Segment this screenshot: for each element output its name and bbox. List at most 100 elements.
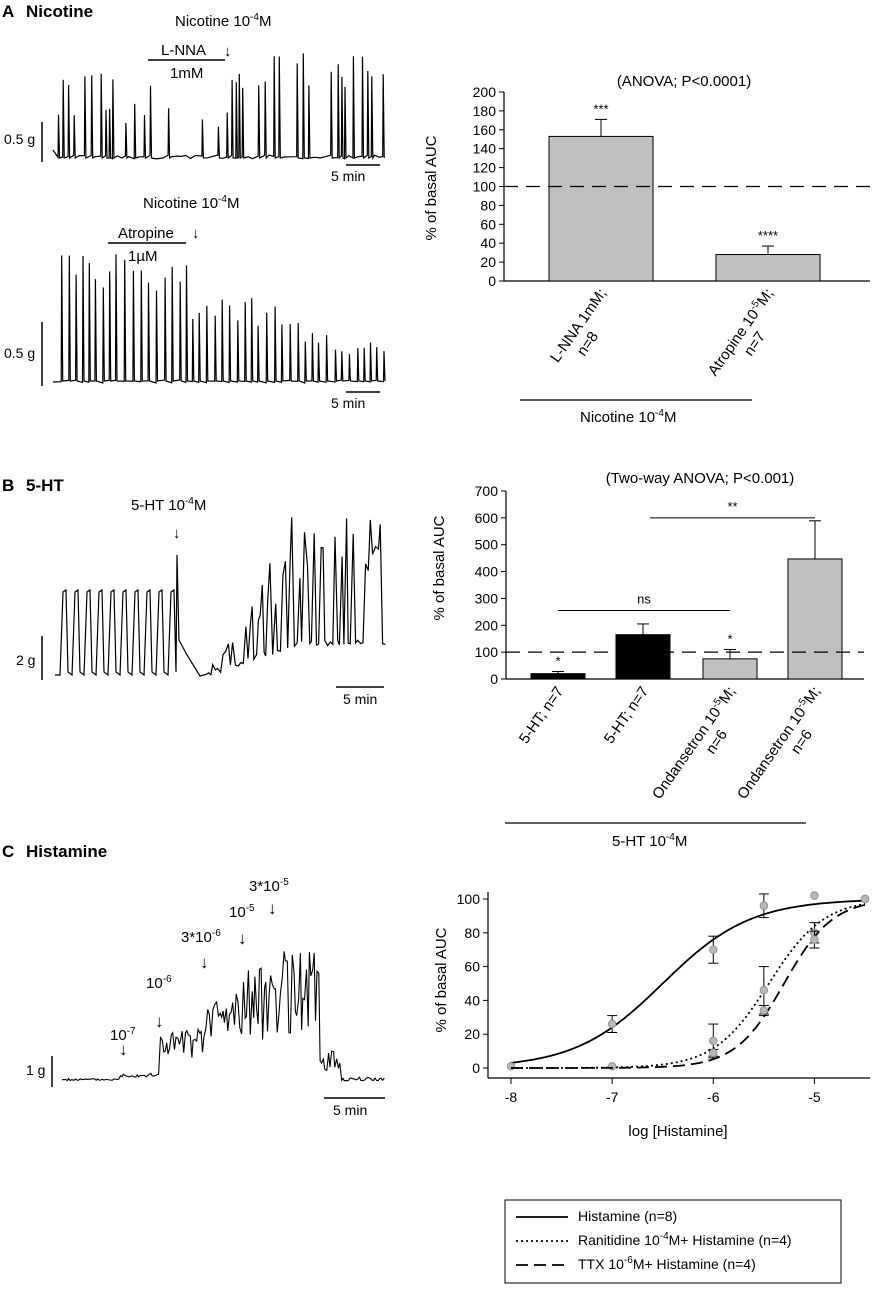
y-tick-label: 200: [473, 84, 497, 100]
panel-c-letter: C: [2, 842, 14, 861]
y-tick-label: 0: [472, 1060, 480, 1076]
x-tick-label: -6: [707, 1089, 720, 1105]
a2-drug-conc: 1µM: [128, 248, 157, 265]
legend-label: Histamine (n=8): [578, 1208, 677, 1224]
x-tick-label: -8: [505, 1089, 518, 1105]
dose-label: 3*10-5: [249, 877, 289, 895]
significance-label: *: [555, 653, 560, 668]
y-tick-label: 600: [475, 510, 499, 526]
y-tick-label: 80: [480, 197, 496, 213]
y-tick-label: 120: [473, 160, 497, 176]
category-label-line1-tail: M;: [801, 684, 824, 707]
dose-arrow: ↓: [238, 929, 247, 948]
y-tick-label: 0: [488, 273, 496, 289]
y-tick-label: 300: [475, 590, 499, 606]
fit-curve-dotted: [511, 903, 866, 1069]
bracket-label: ns: [637, 592, 651, 607]
category-label: L-NNA 1mM;n=8: [547, 286, 610, 366]
dose-arrow: ↓: [155, 1012, 164, 1031]
y-tick-label: 40: [480, 235, 496, 251]
b-scale-y-label: 2 g: [16, 652, 35, 668]
y-tick-label: 140: [473, 141, 497, 157]
legend-label: Ranitidine 10-4M+ Histamine (n=4): [578, 1231, 792, 1248]
data-point: [709, 1048, 718, 1057]
data-point: [607, 1062, 617, 1071]
y-axis-label: % of basal AUC: [431, 515, 448, 620]
category-label-line1-main: 5-HT; n=7: [601, 684, 652, 747]
dose-arrow: ↓: [119, 1040, 128, 1059]
data-point: [860, 894, 870, 904]
b-trace: [55, 517, 386, 677]
dose-label-sup: -6: [163, 974, 172, 985]
a2-agonist-label: Nicotine 10-4M: [143, 194, 239, 212]
a1-trace: [52, 53, 385, 161]
category-label: Ondansetron 10-5M;n=6: [734, 684, 824, 803]
data-point: [810, 891, 819, 900]
data-point: [709, 945, 718, 954]
chart-a: 0 20 40 60 80 100 120 140 160 180 200 (ANOVA; P<0.0…: [423, 73, 870, 380]
y-axis-label: % of basal AUC: [423, 135, 440, 240]
category-label: 5-HT; n=7: [601, 684, 652, 747]
bracket-label: **: [727, 499, 737, 514]
legend-label-tail: M+ Histamine (n=4): [633, 1256, 756, 1272]
legend-label-main: Ranitidine 10: [578, 1232, 660, 1248]
y-tick-label: 20: [464, 1026, 480, 1042]
bar: [530, 673, 586, 680]
chart-c-legend: Histamine (n=8) Ranitidine 10-4M+ Histami…: [504, 1199, 842, 1284]
panel-b-title: 5-HT: [26, 476, 64, 495]
dose-arrow: ↓: [268, 899, 277, 918]
c-scale-x-label: 5 min: [333, 1102, 367, 1118]
dose-label-main: 3*10: [249, 878, 280, 895]
y-tick-label: 700: [475, 483, 499, 499]
legend-label-main: Histamine (n=8): [578, 1208, 677, 1224]
bar: [702, 658, 758, 680]
fit-curve-solid: [510, 899, 866, 1064]
chart-c: 0 20 40 60 80 100 -8 -7 -6 -5 log [Histamine] % of …: [433, 891, 870, 1140]
a2-trace: [52, 254, 386, 384]
panel-a-letter: A: [2, 2, 14, 21]
y-tick-label: 100: [473, 179, 497, 195]
dose-arrow: ↓: [200, 953, 209, 972]
a2-scale-y-label: 0.5 g: [4, 345, 35, 361]
y-tick-label: 20: [480, 254, 496, 270]
b-group-label: 5-HT 10-4M: [612, 832, 687, 850]
y-tick-label: 60: [480, 216, 496, 232]
dose-label: 10-5: [229, 903, 255, 921]
dose-label-sup: -5: [246, 903, 255, 914]
dose-label: 10-6: [146, 974, 172, 992]
a1-drug-conc: 1mM: [170, 65, 203, 82]
bar: [787, 558, 843, 680]
dose-label: 10-7: [110, 1026, 136, 1044]
a1-scale-x-label: 5 min: [331, 168, 365, 184]
y-tick-label: 0: [490, 671, 498, 687]
chart-b: 0 100 200 300 400 500 600 700 (Two-way ANOVA; P<…: [431, 470, 864, 803]
category-label: Atropine 10-5M;n=7: [704, 285, 778, 380]
dose-label: 3*10-6: [181, 928, 221, 946]
category-label-line1: Atropine 10-5M;: [704, 285, 777, 379]
x-axis-label: log [Histamine]: [628, 1123, 727, 1140]
y-tick-label: 160: [473, 122, 497, 138]
a1-agonist-label: Nicotine 10-4M: [175, 12, 271, 30]
category-label-line1-main: 5-HT; n=7: [516, 684, 567, 747]
x-tick-label: -5: [808, 1089, 821, 1105]
legend-label-tail: M+ Histamine (n=4): [669, 1232, 792, 1248]
data-point: [506, 1062, 516, 1071]
panel-a-title: Nicotine: [26, 2, 93, 21]
chart-title: (Two-way ANOVA; P<0.001): [606, 470, 795, 487]
category-label-line1-tail: M;: [754, 286, 777, 309]
data-point: [759, 901, 769, 910]
bar: [548, 135, 654, 282]
data-point: [709, 1036, 718, 1046]
b-agonist-label: 5-HT 10-4M: [131, 496, 206, 514]
a1-drug-label: L-NNA: [161, 42, 206, 59]
b-scale-x-label: 5 min: [343, 691, 377, 707]
c-scale-y-label: 1 g: [26, 1062, 45, 1078]
y-tick-label: 40: [464, 992, 480, 1008]
significance-label: ****: [758, 228, 778, 243]
significance-label: ***: [593, 101, 608, 116]
x-tick-label: -7: [606, 1089, 619, 1105]
b-arrow: ↓: [173, 525, 181, 542]
y-axis-label: % of basal AUC: [433, 927, 450, 1032]
y-tick-label: 400: [475, 564, 499, 580]
